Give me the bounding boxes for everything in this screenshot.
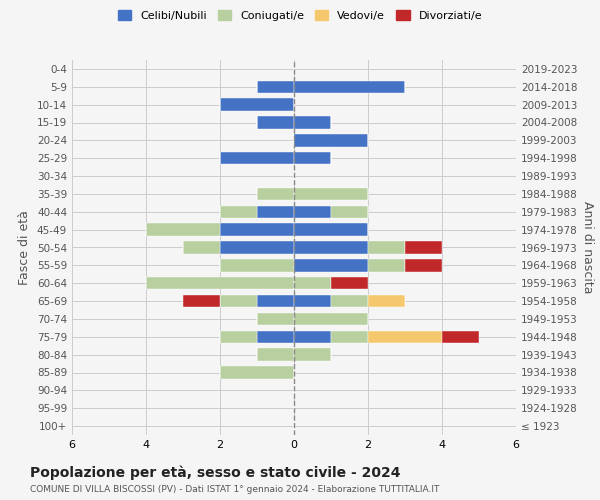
Bar	[294, 330, 331, 343]
Bar	[220, 206, 257, 218]
Bar	[220, 259, 294, 272]
Bar	[442, 330, 479, 343]
Bar	[220, 152, 294, 164]
Bar	[405, 242, 442, 254]
Bar	[294, 259, 368, 272]
Bar	[146, 277, 294, 289]
Bar	[220, 242, 294, 254]
Bar	[331, 330, 368, 343]
Text: Maschi: Maschi	[0, 499, 1, 500]
Bar	[220, 224, 294, 236]
Bar	[257, 188, 294, 200]
Text: COMUNE DI VILLA BISCOSSI (PV) - Dati ISTAT 1° gennaio 2024 - Elaborazione TUTTIT: COMUNE DI VILLA BISCOSSI (PV) - Dati IST…	[30, 485, 439, 494]
Bar	[220, 98, 294, 111]
Bar	[294, 116, 331, 128]
Bar	[294, 134, 368, 146]
Bar	[257, 348, 294, 361]
Y-axis label: Fasce di età: Fasce di età	[19, 210, 31, 285]
Bar	[331, 277, 368, 289]
Y-axis label: Anni di nascita: Anni di nascita	[581, 201, 594, 294]
Bar	[257, 206, 294, 218]
Bar	[257, 295, 294, 308]
Bar	[331, 295, 368, 308]
Bar	[257, 330, 294, 343]
Bar	[368, 259, 405, 272]
Bar	[220, 366, 294, 379]
Bar	[294, 312, 368, 325]
Bar	[331, 206, 368, 218]
Bar	[294, 242, 368, 254]
Bar	[294, 80, 405, 93]
Legend: Celibi/Nubili, Coniugati/e, Vedovi/e, Divorziati/e: Celibi/Nubili, Coniugati/e, Vedovi/e, Di…	[113, 6, 487, 25]
Bar	[294, 224, 368, 236]
Text: Popolazione per età, sesso e stato civile - 2024: Popolazione per età, sesso e stato civil…	[30, 465, 401, 479]
Bar	[257, 312, 294, 325]
Bar	[294, 206, 331, 218]
Bar	[294, 295, 331, 308]
Bar	[294, 152, 331, 164]
Bar	[405, 259, 442, 272]
Text: Femmine: Femmine	[0, 499, 1, 500]
Bar	[146, 224, 220, 236]
Bar	[368, 330, 442, 343]
Bar	[220, 330, 257, 343]
Bar	[294, 188, 368, 200]
Bar	[183, 295, 220, 308]
Bar	[294, 277, 331, 289]
Bar	[257, 116, 294, 128]
Bar	[220, 295, 257, 308]
Bar	[368, 295, 405, 308]
Bar	[183, 242, 220, 254]
Bar	[257, 80, 294, 93]
Bar	[368, 242, 405, 254]
Bar	[294, 348, 331, 361]
